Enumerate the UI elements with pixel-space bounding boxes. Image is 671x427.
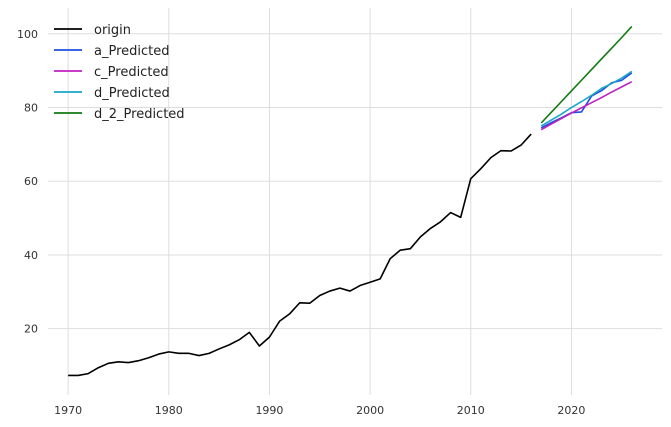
legend-label: origin — [94, 23, 131, 38]
x-tick-label: 1970 — [54, 404, 82, 417]
legend-label: d_2_Predicted — [94, 107, 185, 122]
x-tick-label: 2020 — [557, 404, 585, 417]
y-tick-label: 40 — [24, 249, 38, 262]
y-tick-label: 20 — [24, 323, 38, 336]
series-line-d-predicted — [540, 70, 633, 127]
grid — [48, 8, 662, 395]
x-tick-label: 2010 — [457, 404, 485, 417]
series-line-d-2-predicted — [540, 25, 633, 124]
x-axis: 1970 1980 1990 2000 2010 2020 — [54, 404, 585, 417]
y-axis: 20 40 60 80 100 — [17, 28, 38, 336]
y-tick-label: 60 — [24, 175, 38, 188]
y-tick-label: 80 — [24, 102, 38, 115]
x-tick-label: 1990 — [255, 404, 283, 417]
series-line-origin — [68, 133, 532, 377]
y-tick-label: 100 — [17, 28, 38, 41]
legend: origin a_Predicted c_Predicted d_Predictedd… — [54, 23, 185, 122]
series-line-a-predicted — [540, 72, 633, 129]
legend-label: a_Predicted — [94, 44, 170, 59]
x-tick-label: 2000 — [356, 404, 384, 417]
legend-label: d_Predicted — [94, 86, 170, 101]
series-line-c-predicted — [540, 80, 633, 131]
legend-label: c_Predicted — [94, 65, 169, 80]
series-lines — [68, 25, 633, 377]
x-tick-label: 1980 — [155, 404, 183, 417]
